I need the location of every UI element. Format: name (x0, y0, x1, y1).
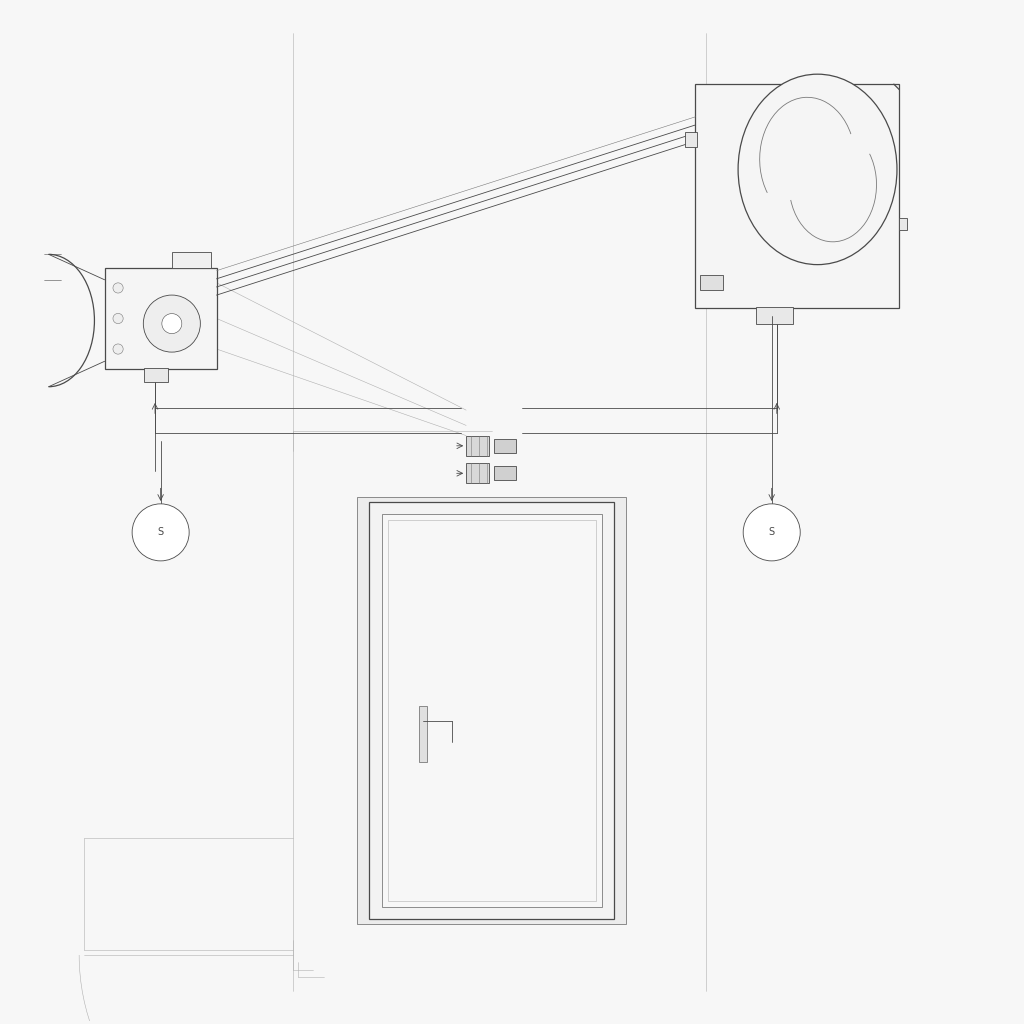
Bar (370, 502, 613, 920)
Bar (695, 84, 899, 308)
Bar (172, 252, 211, 267)
Bar (466, 463, 489, 483)
Bar (685, 132, 697, 147)
Bar (357, 497, 626, 925)
Bar (382, 514, 602, 907)
Ellipse shape (738, 74, 897, 264)
Bar (757, 307, 794, 324)
Bar (466, 435, 489, 456)
Circle shape (113, 344, 123, 354)
Bar (495, 438, 515, 453)
Bar (899, 218, 907, 230)
Bar (104, 267, 217, 370)
Bar (143, 369, 169, 382)
Bar (419, 706, 427, 762)
Circle shape (132, 504, 189, 561)
Circle shape (113, 283, 123, 293)
Circle shape (113, 313, 123, 324)
Circle shape (743, 504, 800, 561)
Text: S: S (158, 527, 164, 538)
Bar (495, 466, 515, 480)
Circle shape (162, 313, 182, 334)
Bar (700, 275, 723, 291)
Text: S: S (769, 527, 775, 538)
Circle shape (143, 295, 201, 352)
Bar (388, 520, 596, 901)
